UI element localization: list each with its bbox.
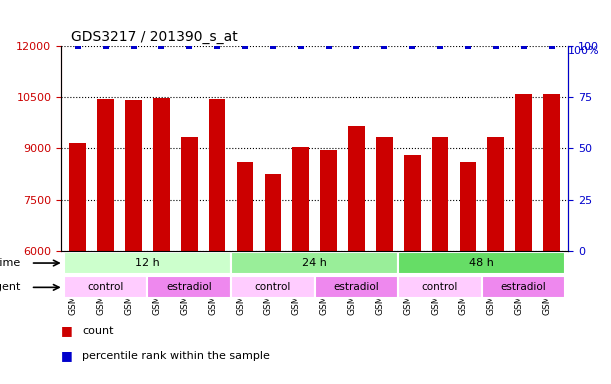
Text: time: time (0, 258, 21, 268)
Bar (459, 162, 477, 251)
Text: control: control (255, 282, 291, 292)
Bar (97, 99, 114, 251)
Text: agent: agent (0, 282, 21, 292)
FancyBboxPatch shape (64, 252, 231, 274)
Text: 100%: 100% (568, 46, 600, 56)
Bar (153, 98, 170, 251)
Bar (70, 143, 86, 251)
Text: estradiol: estradiol (166, 282, 212, 292)
Text: control: control (422, 282, 458, 292)
Text: estradiol: estradiol (501, 282, 546, 292)
Text: control: control (87, 282, 124, 292)
Text: ■: ■ (61, 349, 73, 362)
Bar (320, 150, 337, 251)
FancyBboxPatch shape (231, 276, 315, 298)
Bar (376, 137, 393, 251)
Text: estradiol: estradiol (334, 282, 379, 292)
FancyBboxPatch shape (398, 276, 482, 298)
Bar (209, 99, 225, 251)
FancyBboxPatch shape (398, 252, 565, 274)
FancyBboxPatch shape (482, 276, 565, 298)
Bar (488, 137, 504, 251)
Text: count: count (82, 326, 114, 336)
FancyBboxPatch shape (315, 276, 398, 298)
FancyBboxPatch shape (147, 276, 231, 298)
Bar (236, 162, 254, 251)
Bar (404, 155, 420, 251)
Bar (293, 147, 309, 251)
Text: GDS3217 / 201390_s_at: GDS3217 / 201390_s_at (71, 30, 238, 44)
Bar (348, 126, 365, 251)
FancyBboxPatch shape (231, 252, 398, 274)
Bar (515, 94, 532, 251)
FancyBboxPatch shape (64, 276, 147, 298)
Bar (543, 94, 560, 251)
Bar (265, 174, 281, 251)
Bar (181, 137, 197, 251)
Text: ■: ■ (61, 324, 73, 337)
Text: 48 h: 48 h (469, 258, 494, 268)
Bar (125, 100, 142, 251)
Text: 12 h: 12 h (135, 258, 160, 268)
Text: percentile rank within the sample: percentile rank within the sample (82, 351, 270, 361)
Text: 24 h: 24 h (302, 258, 327, 268)
Bar (432, 137, 448, 251)
